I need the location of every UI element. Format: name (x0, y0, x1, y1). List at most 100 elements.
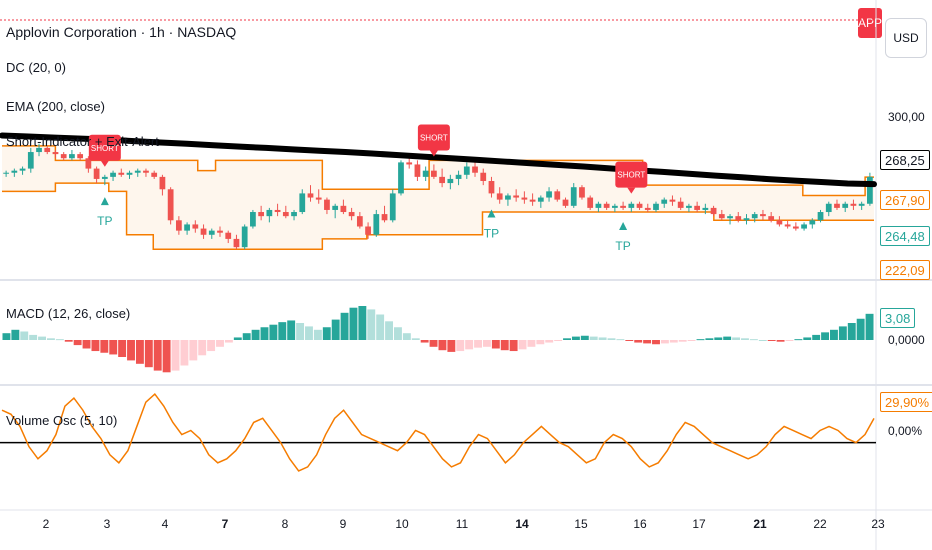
currency-selector[interactable]: USD (885, 18, 927, 58)
candle-body (743, 218, 750, 221)
macd-bar (38, 336, 46, 340)
macd-bar (367, 309, 376, 340)
macd-bar (198, 340, 207, 356)
candle-body (751, 214, 758, 219)
indicator-macd-label[interactable]: MACD (12, 26, close) (6, 306, 131, 321)
macd-bar (616, 339, 625, 341)
price-tick-300: 300,00 (888, 110, 925, 124)
macd-bar (109, 340, 118, 355)
candle-body (727, 216, 733, 219)
macd-bar (402, 333, 411, 340)
macd-bar (171, 340, 180, 371)
macd-bar (456, 340, 465, 352)
tp-signal-arrow (619, 221, 628, 230)
donchian-lower-line (2, 182, 874, 250)
candle-body (562, 199, 569, 206)
macd-bar (803, 337, 812, 340)
indicator-ema-label[interactable]: EMA (200, close) (6, 99, 105, 114)
tp-signal-arrow (487, 209, 496, 218)
candle-body (431, 170, 437, 177)
candle-body (422, 170, 429, 177)
macd-bar (723, 336, 732, 340)
macd-bar (82, 340, 91, 349)
candle-body (143, 170, 149, 173)
candle-body (644, 207, 651, 210)
candle-body (266, 209, 273, 217)
macd-bar (46, 338, 55, 340)
macd-bar (118, 340, 127, 357)
candles (3, 143, 873, 250)
macd-bar (589, 336, 598, 340)
time-tick-label: 21 (753, 517, 767, 531)
candle-body (307, 193, 314, 198)
indicator-short-label[interactable]: Short-Indicator + Exit-Alert (6, 134, 159, 149)
short-signal-box (88, 134, 121, 161)
macd-bar (411, 338, 420, 340)
candle-body (554, 191, 561, 200)
macd-bar (527, 340, 536, 347)
macd-bar (73, 340, 82, 346)
candle-body (834, 203, 840, 208)
macd-bar (242, 333, 251, 340)
candle-body (595, 203, 602, 208)
candle-body (521, 197, 528, 200)
candle-body (291, 212, 297, 217)
candle-body (340, 205, 347, 213)
candle-body (101, 176, 108, 179)
candle-body (406, 162, 413, 165)
macd-bar (660, 340, 669, 344)
macd-bar (55, 339, 64, 341)
volume-oscillator (0, 392, 876, 472)
candle-body (842, 203, 849, 208)
candle-body (118, 172, 125, 175)
candle-body (825, 203, 832, 213)
time-tick-label: 9 (340, 517, 347, 531)
macd-bar (652, 340, 660, 345)
macd-bar (491, 340, 500, 349)
candle-body (175, 220, 182, 231)
candle-body (702, 207, 709, 210)
candle-body (463, 166, 470, 175)
candle-body (620, 205, 626, 208)
candle-body (19, 168, 26, 171)
indicator-vol-label[interactable]: Volume Osc (5, 10) (6, 413, 118, 428)
dc-upper-tag: 267,90 (880, 190, 930, 210)
macd-bar (287, 320, 296, 340)
candle-body (225, 232, 232, 239)
macd-bar (634, 340, 643, 343)
macd-bar (11, 329, 20, 340)
tp-signal-label: TP (615, 239, 630, 253)
time-axis[interactable]: 2 3 4 7 8 9 10 11 14 15 16 17 21 22 23 (43, 517, 885, 531)
macd-bar (536, 340, 545, 345)
macd-bar (758, 340, 767, 341)
candle-body (258, 212, 265, 217)
macd-bar (518, 340, 527, 350)
candle-body (77, 154, 84, 159)
macd-bar (376, 314, 385, 340)
candle-body (505, 195, 511, 200)
macd-bar (865, 313, 874, 340)
macd-bar (385, 321, 394, 340)
macd-bar (741, 338, 749, 340)
candle-body (570, 187, 577, 206)
macd-bar (207, 340, 216, 352)
macd-bar (180, 340, 189, 366)
indicator-dc-label[interactable]: DC (20, 0) (6, 60, 66, 75)
short-signal-label: SHORT (617, 171, 645, 180)
candle-body (414, 164, 421, 177)
vol-zero-tick: 0,00% (888, 424, 923, 438)
donchian-upper-line (2, 145, 874, 197)
candle-body (579, 187, 585, 198)
macd-bar (278, 322, 287, 340)
macd-bar (144, 340, 153, 368)
macd-bar (251, 329, 260, 340)
macd-bar (509, 340, 518, 352)
candle-body (44, 147, 51, 153)
donchian-fill-area (2, 145, 874, 250)
candle-body (784, 224, 791, 227)
time-tick-label: 17 (692, 517, 706, 531)
candle-body (817, 212, 824, 221)
tp-signal-label: TP (484, 227, 499, 241)
candle-body (381, 214, 388, 221)
